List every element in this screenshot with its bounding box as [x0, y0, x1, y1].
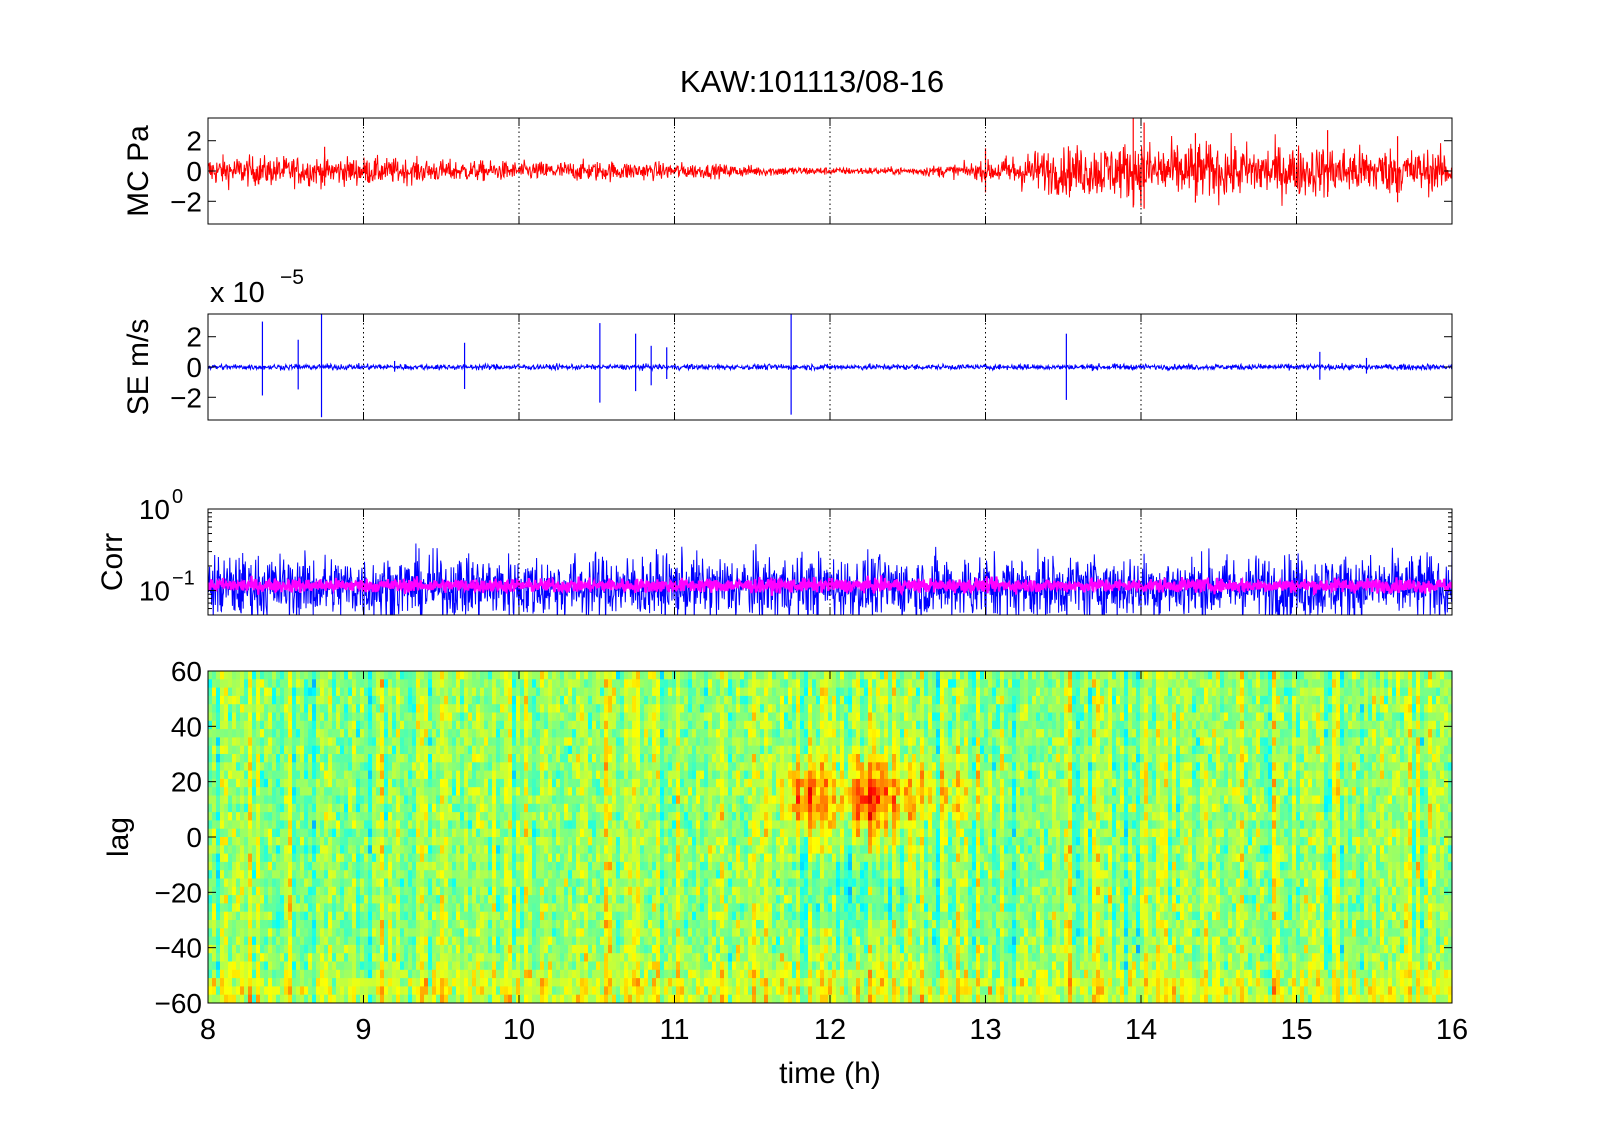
subplot-1: −202 MC Pa — [122, 117, 1453, 225]
scale-factor-exponent: −5 — [280, 266, 304, 289]
x-tick-label-4: 11 — [659, 1014, 689, 1046]
y-tick-label-6: 40 — [171, 711, 202, 742]
x-tick-label-3: 10 — [503, 1014, 535, 1046]
x-tick-label-7: 14 — [1125, 1014, 1157, 1046]
y-tick-label-1: 10 — [139, 575, 170, 606]
y-tick-label-2: −40 — [155, 933, 203, 964]
x-axis-label: time (h) — [779, 1057, 881, 1090]
series-line-1 — [208, 132, 1452, 207]
series-band-2 — [208, 575, 1452, 597]
y-tick-label-exponent-1: −1 — [172, 567, 195, 589]
plot-area — [208, 671, 1452, 1003]
y-axis-label: SE m/s — [122, 319, 155, 416]
x-tick-label-6: 13 — [969, 1014, 1001, 1046]
plot-area — [208, 314, 1452, 418]
y-tick-label-7: 60 — [171, 656, 202, 687]
x-tick-label-2: 9 — [355, 1014, 371, 1046]
figure-title: KAW:101113/08-16 — [680, 64, 944, 99]
x-tick-label-9: 16 — [1436, 1014, 1468, 1046]
x-tick-label-8: 15 — [1280, 1014, 1312, 1046]
y-axis-label: MC Pa — [122, 125, 155, 217]
plot-area — [208, 118, 1452, 209]
y-tick-label-1: −2 — [170, 382, 202, 413]
y-tick-label-4: 0 — [186, 822, 202, 853]
y-tick-label-3: 2 — [186, 126, 202, 157]
y-tick-label-1: −2 — [170, 186, 202, 217]
y-tick-label-1: −60 — [155, 988, 203, 1019]
y-tick-label-3: −20 — [155, 877, 203, 908]
y-tick-label-2: 0 — [186, 352, 202, 383]
x-tick-label-1: 8 — [200, 1014, 216, 1046]
series-line-1 — [208, 362, 1452, 373]
y-tick-label-exponent-2: 0 — [172, 486, 183, 508]
subplot-4: −60 −40 −20 0 20 40 60 lag 8 9 10 11 12 13 14 15 16 time … — [102, 656, 1468, 1090]
y-tick-label-2: 10 — [139, 494, 170, 525]
scale-factor-label: x 10 — [210, 277, 265, 309]
y-tick-label-2: 0 — [186, 156, 202, 187]
x-tick-label-5: 12 — [814, 1014, 846, 1046]
y-tick-label-3: 2 — [186, 322, 202, 353]
y-tick-label-5: 20 — [171, 767, 202, 798]
y-axis-label: Corr — [96, 533, 129, 591]
subplot-2: −202 SE m/s x 10 −5 — [122, 266, 1453, 421]
y-axis-label: lag — [102, 817, 135, 857]
